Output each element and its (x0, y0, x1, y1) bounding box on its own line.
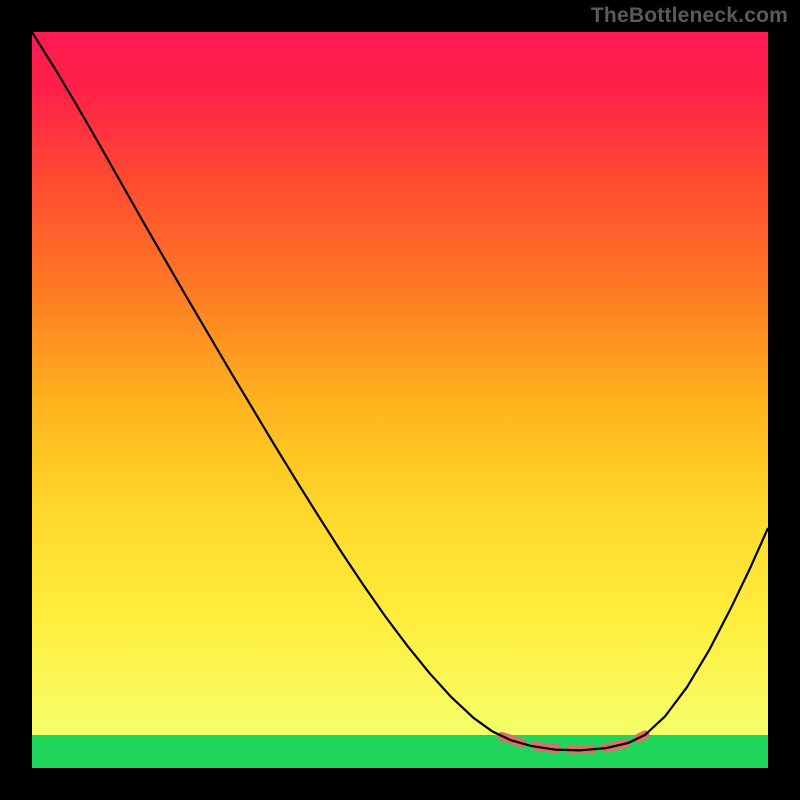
highlight-segment (502, 735, 646, 750)
plot-area (32, 32, 768, 768)
curve-layer (32, 32, 768, 768)
chart-frame: TheBottleneck.com (0, 0, 800, 800)
bottleneck-curve (32, 32, 768, 750)
watermark-text: TheBottleneck.com (591, 4, 788, 28)
